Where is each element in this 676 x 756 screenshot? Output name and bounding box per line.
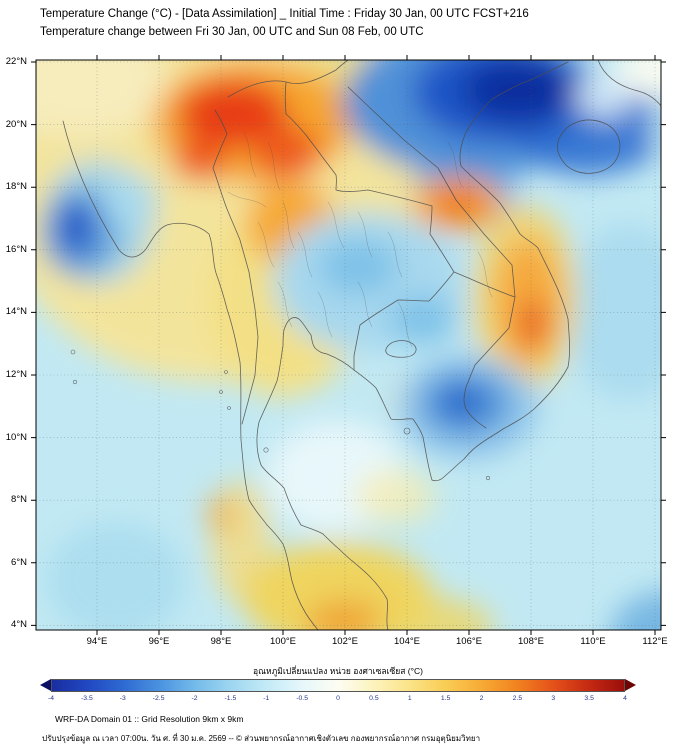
x-axis-tick-label: 106°E — [456, 636, 482, 647]
colorbar-tick-label: -1.5 — [224, 695, 237, 702]
y-axis-tick-label: 10°N — [5, 432, 27, 443]
map-frame — [35, 59, 662, 631]
y-axis-tick-label: 6°N — [11, 557, 27, 568]
border-north — [227, 60, 349, 115]
map-canvas — [31, 55, 666, 635]
colorbar-tick-label: -2.5 — [152, 695, 165, 702]
coastline-gulf-vietnam — [256, 61, 570, 630]
colorbar-tick-label: 1.5 — [440, 695, 451, 702]
colorbar-left-arrow — [40, 679, 51, 691]
colorbar-tick-label: -4 — [47, 695, 55, 702]
y-axis-tick-label: 18°N — [5, 181, 27, 192]
y-axis-tick-label: 8°N — [11, 494, 27, 505]
x-axis-tick-label: 102°E — [332, 636, 358, 647]
border-thailand-laos-cambodia — [285, 113, 455, 371]
colorbar-tick-label: -2 — [191, 695, 198, 702]
x-axis-tick-label: 110°E — [580, 636, 606, 647]
colorbar-tick-label: 0.5 — [369, 695, 379, 702]
colorbar-tick-label: 4 — [623, 695, 627, 702]
province-boundaries — [227, 131, 493, 348]
colorbar-tick-label: 2 — [479, 695, 484, 702]
colorbar — [40, 679, 636, 692]
colorbar-title: อุณหภูมิเปลี่ยนแปลง หน่วย องศาเซลเซียส (… — [253, 666, 423, 676]
colorbar-tick-label: 2.5 — [512, 695, 523, 702]
page-subtitle: Temperature change between Fri 30 Jan, 0… — [40, 26, 424, 38]
colorbar-tick-label: -3 — [119, 695, 126, 702]
y-axis-tick-label: 14°N — [5, 306, 27, 317]
border-laos-vietnam-cambodia — [347, 86, 516, 429]
country-boundaries — [62, 60, 661, 630]
tonle-sap-lake — [385, 340, 417, 358]
x-axis-tick-label: 108°E — [518, 636, 544, 647]
colorbar-tick-label: 3 — [551, 695, 556, 702]
y-axis-tick-label: 20°N — [5, 119, 27, 130]
x-axis-tick-label: 96°E — [148, 636, 170, 647]
hainan-island — [557, 119, 621, 174]
axis-ticks — [31, 55, 666, 635]
china-coast — [597, 60, 661, 107]
coastline-west — [62, 120, 319, 630]
colorbar-tick-label: 0 — [336, 695, 340, 702]
colorbar-ticks: -4 -3.5 -3 -2.5 -2 -1.5 -1 -0.5 0 0.5 1 … — [47, 695, 627, 705]
colorbar-tick-label: 1 — [407, 695, 412, 702]
page-title: Temperature Change (°C) - [Data Assimila… — [40, 8, 529, 20]
y-axis-tick-label: 16°N — [5, 244, 27, 255]
border-thailand-myanmar — [212, 109, 259, 425]
islands — [70, 349, 491, 481]
footer-update-credit: ปรับปรุงข้อมูล ณ เวลา 07:00น. วัน ศ. ที่… — [42, 734, 481, 743]
x-axis-tick-label: 98°E — [210, 636, 232, 647]
x-axis-tick-label: 104°E — [394, 636, 420, 647]
x-axis-tick-label: 94°E — [86, 636, 108, 647]
colorbar-tick-label: -3.5 — [81, 695, 93, 702]
y-axis-tick-label: 4°N — [11, 619, 27, 630]
x-axis-tick-label: 112°E — [642, 636, 668, 647]
y-axis-tick-label: 12°N — [5, 369, 27, 380]
grid-lines — [36, 60, 661, 630]
colorbar-tick-label: -0.5 — [296, 695, 308, 702]
colorbar-tick-label: 3.5 — [584, 695, 594, 702]
border-laos-cambodia — [453, 271, 516, 298]
y-axis-tick-label: 22°N — [5, 56, 27, 67]
x-axis-tick-label: 100°E — [270, 636, 296, 647]
footer-domain-info: WRF-DA Domain 01 :: Grid Resolution 9km … — [55, 714, 244, 724]
colorbar-gradient — [51, 679, 625, 692]
colorbar-tick-label: -1 — [263, 695, 270, 702]
colorbar-right-arrow — [625, 679, 636, 691]
